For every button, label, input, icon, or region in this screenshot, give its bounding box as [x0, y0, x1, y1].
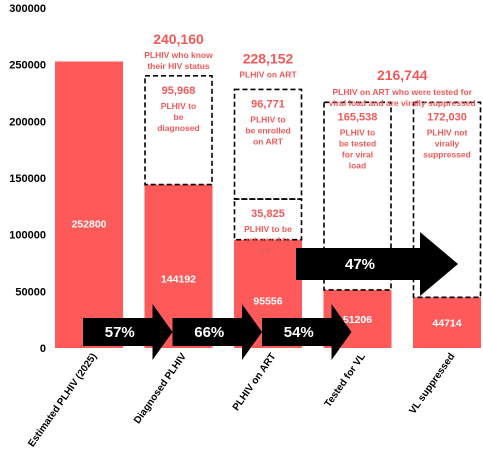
bar [413, 297, 481, 348]
gap-label: be [174, 112, 184, 122]
conversion-arrow [83, 304, 173, 360]
header-value: 228,152 [243, 50, 294, 66]
conversion-arrow [296, 232, 458, 296]
gap-box [323, 101, 392, 291]
y-tick-label: 250000 [9, 60, 46, 72]
conversion-label: 57% [105, 324, 135, 341]
gap-value: 96,771 [251, 98, 285, 110]
bar-value-label: 51206 [343, 314, 372, 326]
gap-value: 172,030 [427, 111, 467, 123]
conversion-arrow [262, 304, 352, 360]
header-label: PLHIV who know [144, 50, 213, 60]
y-tick-label: 100000 [9, 230, 46, 242]
x-tick-label: Estimated PLHIV (2025) [26, 351, 99, 449]
gap-label: for viral [342, 149, 373, 159]
gap-box [233, 198, 303, 241]
bar-value-label: 44714 [432, 318, 461, 330]
conversion-label: 66% [194, 324, 224, 341]
gap-value: 95,968 [162, 85, 196, 97]
header-label: their HIV status [147, 61, 210, 71]
header-value: 216,744 [377, 67, 428, 83]
gap-label: PLHIV not [427, 127, 468, 137]
gap-box [144, 75, 213, 186]
y-tick-label: 50000 [15, 286, 46, 298]
header-label: PLHIV on ART who were tested for [333, 87, 473, 97]
gap-label: PLHIV to [250, 114, 285, 124]
x-tick-label: VL suppressed [407, 351, 457, 416]
gap-label: on ART [253, 136, 284, 146]
gap-label: ART [259, 246, 277, 256]
bar [55, 61, 123, 348]
gap-label: PLHIV to [340, 127, 375, 137]
header-label: viral load and are virally suppressed [329, 98, 476, 108]
y-tick-label: 150000 [9, 173, 46, 185]
conversion-arrow [172, 304, 262, 360]
y-tick-label: 200000 [9, 116, 46, 128]
gap-label: PLHIV to [161, 101, 196, 111]
conversion-label: 54% [284, 324, 314, 341]
gap-value: 165,538 [338, 111, 378, 123]
header-label: PLHIV on ART [239, 69, 297, 79]
gap-label: PLHIV to be [244, 224, 292, 234]
gap-label: be enrolled [245, 125, 290, 135]
x-tick-label: PLHIV on ART [231, 351, 279, 413]
x-tick-label: Tested for VL [323, 351, 368, 409]
y-tick-label: 300000 [9, 3, 46, 15]
gap-label: returned to [246, 235, 291, 245]
gap-label: virally [435, 138, 460, 148]
x-tick-label: Diagnosed PLHIV [132, 351, 189, 426]
gap-box [412, 101, 482, 299]
gap-label: be tested [339, 138, 376, 148]
conversion-label: 47% [345, 256, 375, 273]
gap-label: suppressed [423, 149, 471, 159]
bar-value-label: 144192 [161, 274, 196, 286]
gap-label: load [349, 160, 366, 170]
bar-value-label: 95556 [253, 296, 282, 308]
gap-value: 35,825 [251, 208, 285, 220]
y-tick-label: 0 [40, 343, 46, 355]
bar-value-label: 252800 [71, 219, 106, 231]
gap-label: diagnosed [157, 123, 200, 133]
header-value: 240,160 [153, 31, 204, 47]
